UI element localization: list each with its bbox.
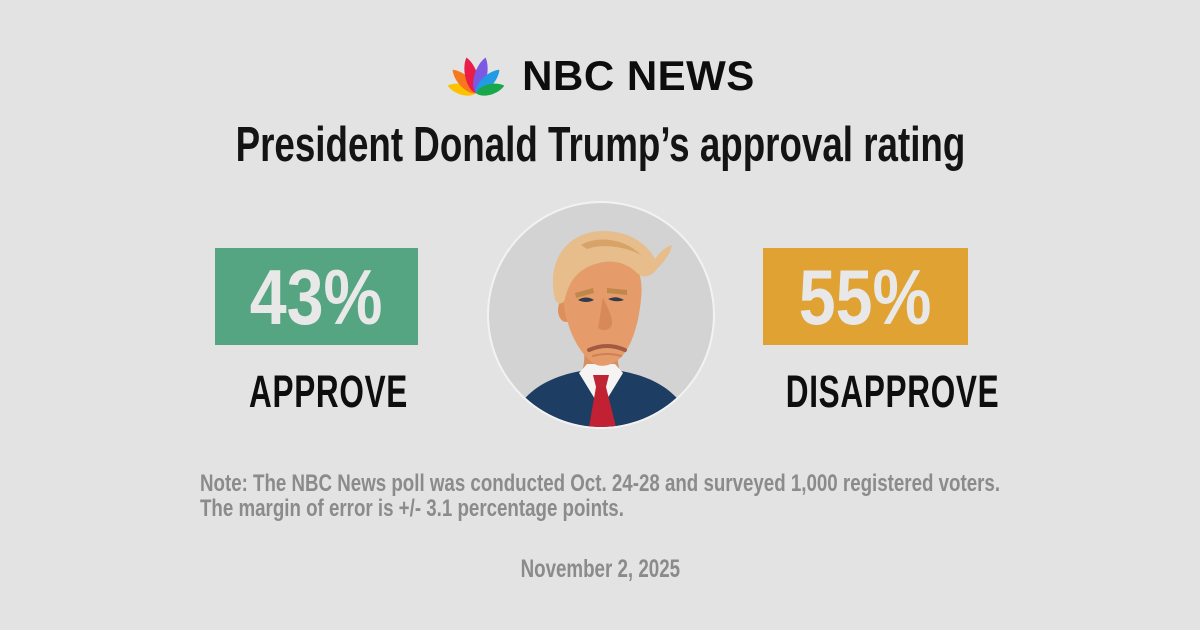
approve-value: 43% — [250, 252, 383, 341]
date-row: November 2, 2025 — [0, 556, 1200, 582]
approve-label-row: APPROVE — [215, 369, 418, 414]
title-row: President Donald Trump’s approval rating — [0, 119, 1200, 171]
disapprove-value-box: 55% — [763, 248, 968, 345]
page-title: President Donald Trump’s approval rating — [235, 118, 965, 172]
tie — [589, 387, 616, 427]
header-logo-row: NBC NEWS — [0, 54, 1200, 98]
tie-knot — [593, 375, 609, 387]
disapprove-value: 55% — [799, 252, 932, 341]
nose — [598, 297, 613, 331]
disapprove-label-row: DISAPPROVE — [740, 369, 999, 414]
disapprove-label: DISAPPROVE — [785, 366, 1000, 417]
right-eyebrow — [607, 288, 627, 295]
hair — [552, 231, 672, 304]
peacock-feather-green — [476, 83, 505, 96]
publish-date: November 2, 2025 — [520, 555, 680, 583]
right-eye — [608, 297, 624, 302]
trump-photo — [489, 203, 713, 427]
left-eye — [578, 297, 594, 302]
note-line-1: Note: The NBC News poll was conducted Oc… — [200, 470, 1001, 497]
trump-portrait-illustration — [489, 203, 713, 427]
hair-strand — [581, 239, 641, 255]
approve-value-box: 43% — [215, 248, 418, 345]
nbc-peacock-icon — [447, 57, 505, 96]
methodology-note: Note: The NBC News poll was conducted Oc… — [200, 471, 1060, 521]
nbc-news-wordmark: NBC NEWS — [522, 52, 755, 99]
left-eyebrow — [575, 288, 594, 298]
approve-label: APPROVE — [249, 366, 409, 417]
chin-crease — [592, 353, 622, 357]
note-line-2: The margin of error is +/- 3.1 percentag… — [200, 495, 624, 522]
mouth — [587, 344, 627, 352]
